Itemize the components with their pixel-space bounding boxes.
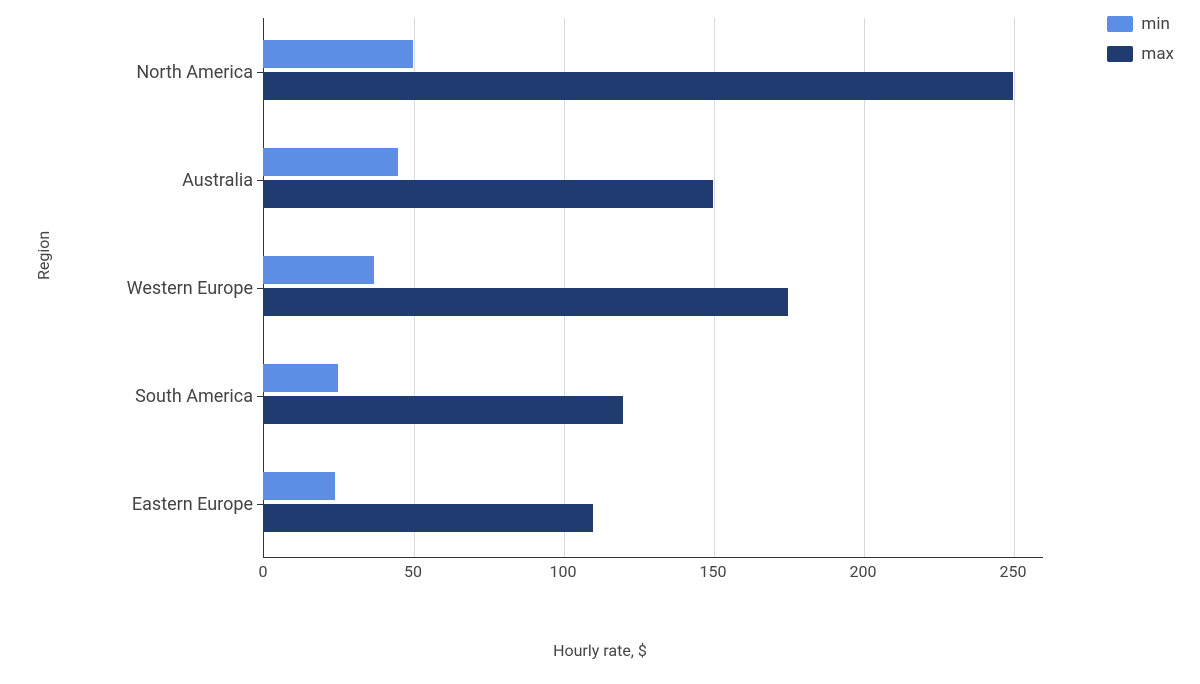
- bar-min: [263, 364, 338, 392]
- legend-swatch-min: [1107, 16, 1133, 32]
- category-label: Eastern Europe: [53, 450, 253, 558]
- x-axis-title: Hourly rate, $: [0, 641, 1200, 660]
- bar-max: [263, 504, 593, 532]
- category-row: North America: [263, 18, 1043, 126]
- x-tick-label: 200: [843, 562, 883, 581]
- bar-min: [263, 40, 413, 68]
- category-row: Western Europe: [263, 234, 1043, 342]
- bar-max: [263, 288, 788, 316]
- hourly-rate-chart: Region 0 50 100 150 200 250 North Americ…: [0, 0, 1200, 684]
- category-row: Australia: [263, 126, 1043, 234]
- category-row: Eastern Europe: [263, 450, 1043, 558]
- category-label: South America: [53, 342, 253, 450]
- category-label: Australia: [53, 126, 253, 234]
- legend: min max: [1107, 14, 1174, 74]
- legend-label: max: [1141, 44, 1174, 64]
- bar-max: [263, 396, 623, 424]
- x-tick-label: 0: [243, 562, 283, 581]
- y-axis-title: Region: [34, 231, 53, 280]
- category-label: North America: [53, 18, 253, 126]
- bar-min: [263, 472, 335, 500]
- bar-max: [263, 180, 713, 208]
- category-row: South America: [263, 342, 1043, 450]
- bar-min: [263, 148, 398, 176]
- bar-min: [263, 256, 374, 284]
- category-label: Western Europe: [53, 234, 253, 342]
- x-tick-label: 50: [393, 562, 433, 581]
- legend-item-min: min: [1107, 14, 1174, 34]
- bar-max: [263, 72, 1013, 100]
- x-tick-label: 100: [543, 562, 583, 581]
- legend-item-max: max: [1107, 44, 1174, 64]
- legend-label: min: [1141, 14, 1169, 34]
- x-tick-label: 250: [993, 562, 1033, 581]
- legend-swatch-max: [1107, 46, 1133, 62]
- x-tick-label: 150: [693, 562, 733, 581]
